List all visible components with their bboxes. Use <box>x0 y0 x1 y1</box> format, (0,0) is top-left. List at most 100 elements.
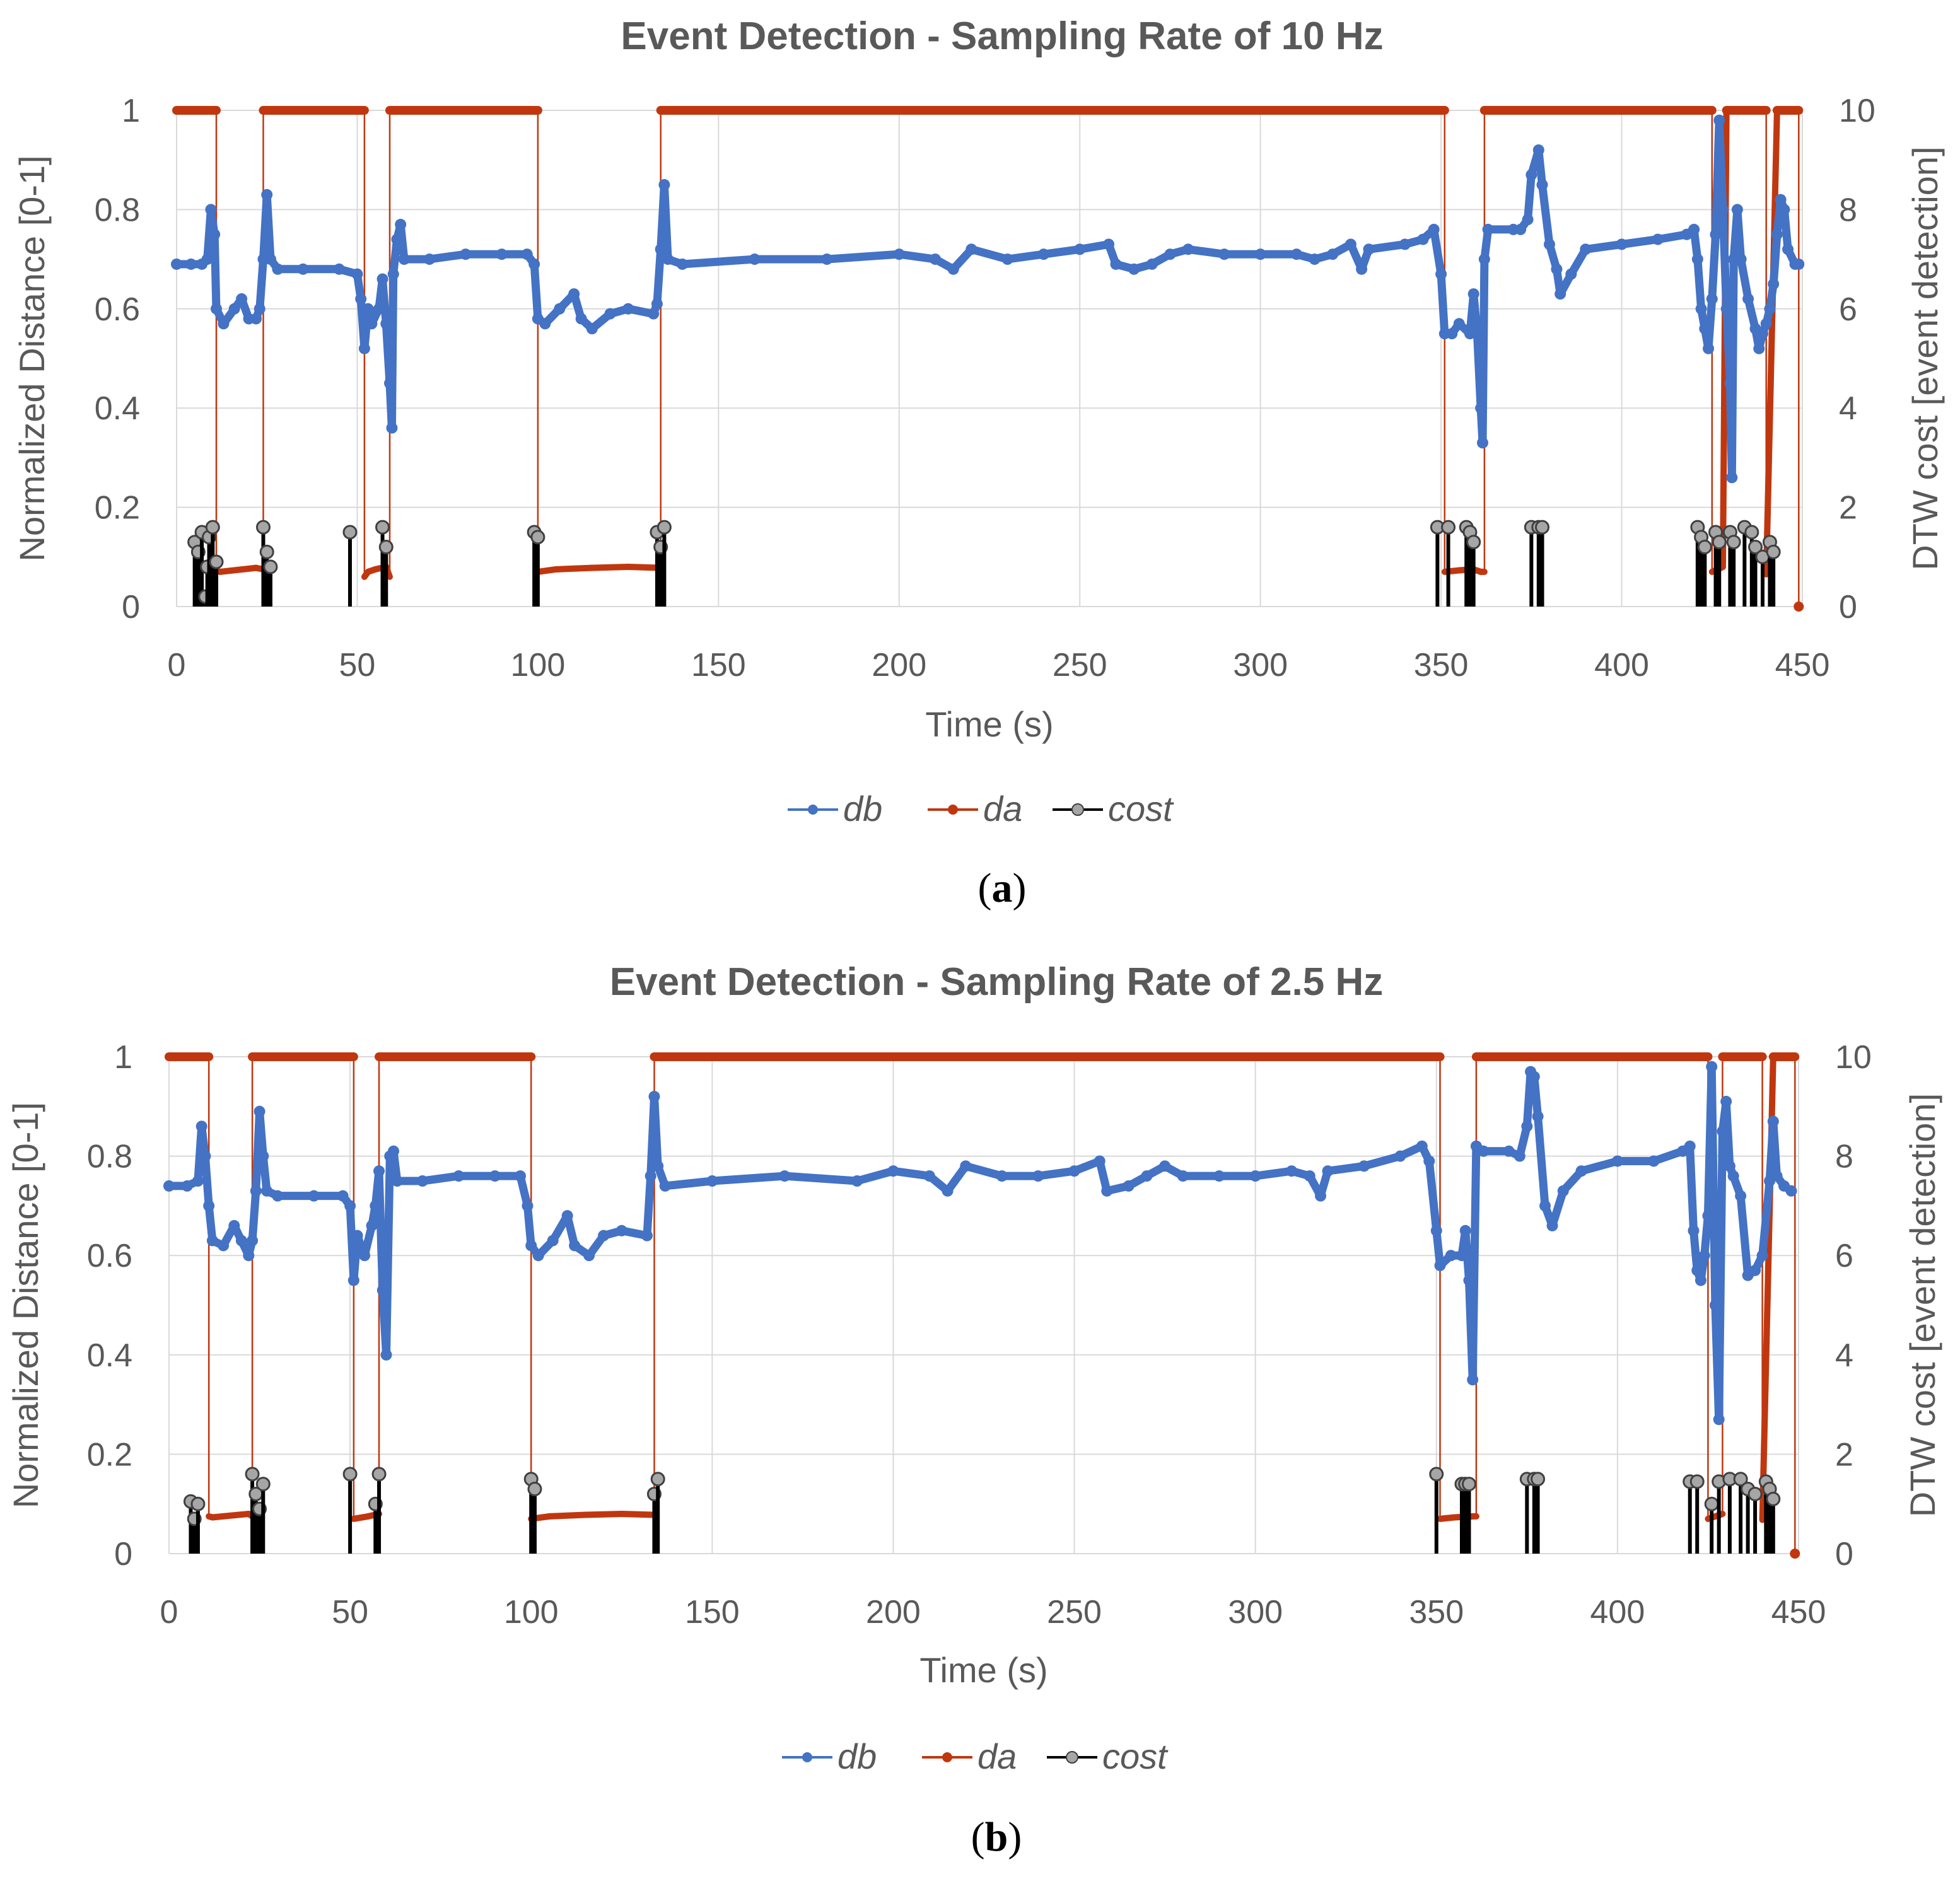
series-db-point <box>1482 223 1494 235</box>
series-cost-point <box>1689 1474 1705 1489</box>
series-db-point <box>380 318 392 330</box>
panel-label-paren: ( <box>971 1814 985 1860</box>
series-db-point <box>181 1180 193 1192</box>
series-db-point <box>583 1250 595 1262</box>
series-db-point <box>1177 1170 1189 1182</box>
series-cost-point <box>1535 520 1550 535</box>
series-db-point <box>1394 1150 1406 1162</box>
series-cost-point <box>1697 540 1712 555</box>
series-db-point <box>1128 263 1140 275</box>
series-db-point <box>1358 1160 1370 1172</box>
x-tick-label: 150 <box>691 647 746 683</box>
y-tick-label: 1 <box>114 1039 132 1076</box>
series-db-point <box>1782 243 1794 255</box>
series-cost-point <box>1726 535 1741 550</box>
series-db-point <box>250 313 262 325</box>
legend-label: db <box>837 1736 877 1776</box>
series-db-point <box>1164 248 1176 260</box>
series-cost-point <box>1441 520 1456 535</box>
y-tick-label: 0.6 <box>95 291 140 328</box>
series-db-point <box>380 1349 392 1361</box>
series-db-point <box>347 1274 359 1286</box>
series-db-point <box>1717 204 1729 216</box>
series-db-point <box>1471 328 1483 340</box>
series-db-point <box>1315 1190 1327 1202</box>
series-db-point <box>532 1250 544 1262</box>
series-db-point <box>706 1175 718 1187</box>
legend-swatch-marker <box>942 1752 952 1762</box>
series-db-point <box>218 318 230 330</box>
legend-item-cost: cost <box>1053 789 1174 829</box>
series-db-point <box>779 1170 791 1182</box>
chart-title: Event Detection - Sampling Rate of 2.5 H… <box>610 960 1383 1004</box>
series-db-point <box>1724 377 1736 389</box>
panel-label-paren: ) <box>1013 865 1027 911</box>
series-db-point <box>1778 204 1790 216</box>
series-db-point <box>1521 1120 1533 1132</box>
series-db-point <box>163 1180 175 1192</box>
legend-swatch-marker <box>948 805 958 815</box>
series-db-point <box>659 1180 671 1192</box>
panel-label: (a) <box>978 865 1027 911</box>
series-db-point <box>658 179 670 191</box>
series-db-point <box>1213 1170 1225 1182</box>
series-db-point <box>489 1170 501 1182</box>
series-db-point <box>351 268 363 280</box>
series-db-point <box>1771 1170 1783 1182</box>
x-tick-label: 300 <box>1228 1594 1283 1631</box>
series-db-point <box>192 1175 204 1187</box>
x-tick-label: 450 <box>1771 1594 1826 1631</box>
series-db-point <box>1760 318 1772 330</box>
series-db-point <box>1515 223 1527 235</box>
series-db-point <box>358 342 370 354</box>
x-tick-label: 50 <box>332 1594 368 1631</box>
series-db-point <box>1724 1160 1735 1172</box>
series-db-point <box>359 1250 371 1262</box>
series-db-point <box>1467 288 1479 300</box>
series-db-point <box>1684 1140 1696 1152</box>
series-db-point <box>1286 1165 1298 1177</box>
series-db-point <box>1094 1155 1105 1167</box>
series-cost-point <box>527 1482 542 1497</box>
series-db-point <box>1742 293 1754 305</box>
series-da-point <box>1794 602 1804 612</box>
series-db-point <box>1709 1300 1721 1311</box>
series-db-point <box>1691 253 1703 265</box>
series-db-point <box>1713 1414 1725 1426</box>
series-db-point <box>1514 1150 1525 1162</box>
series-db-point <box>1749 1264 1761 1276</box>
x-tick-label: 200 <box>866 1594 921 1631</box>
series-db-point <box>254 303 265 315</box>
series-db-point <box>1249 1170 1261 1182</box>
x-tick-label: 400 <box>1590 1594 1645 1631</box>
series-db-point <box>247 1235 259 1247</box>
series-db-point <box>641 1230 653 1242</box>
series-db-point <box>1616 238 1628 250</box>
series-cost-point <box>1531 1472 1546 1487</box>
series-db-point <box>1445 1250 1457 1262</box>
series-db-point <box>297 263 309 275</box>
series-db-point <box>1356 263 1368 275</box>
series-cost-point <box>342 1467 358 1482</box>
series-db-point <box>514 1170 526 1182</box>
series-da-segment <box>582 1510 625 1518</box>
chart-panel-b: Event Detection - Sampling Rate of 2.5 H… <box>6 960 1942 1860</box>
series-cost-point <box>1712 535 1727 550</box>
series-db-point <box>1688 223 1700 235</box>
series-db-point <box>1416 1140 1428 1152</box>
series-db-point <box>645 1170 656 1182</box>
series-db-point <box>893 248 905 260</box>
series-db-point <box>1503 1145 1515 1157</box>
series-db-point <box>201 253 213 265</box>
series-db-point <box>272 263 284 275</box>
series-db-point <box>1101 1185 1113 1197</box>
series-db-point <box>651 298 663 310</box>
series-db-point <box>387 268 399 280</box>
series-cost-point <box>1766 544 1781 559</box>
series-db-point <box>1434 1259 1446 1271</box>
series-db-point <box>1428 223 1440 235</box>
series-db-point <box>1702 1210 1714 1222</box>
series-db-line <box>172 116 1803 482</box>
series-db-point <box>395 219 407 231</box>
y-axis-title: Normalized Distance [0-1] <box>12 155 52 561</box>
